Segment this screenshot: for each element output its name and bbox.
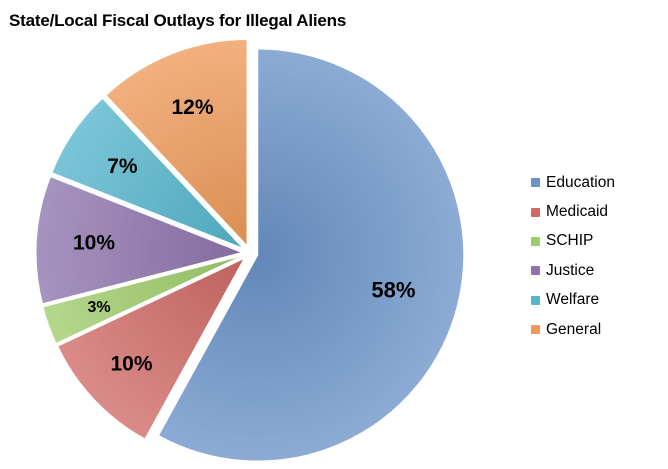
legend-swatch — [531, 266, 540, 276]
pie-slice-justice — [35, 176, 244, 305]
legend-item-justice: Justice — [531, 256, 615, 285]
slice-label-general: 12% — [171, 96, 213, 119]
legend-swatch — [531, 325, 540, 335]
slice-label-medicaid: 10% — [110, 353, 152, 376]
legend-item-schip: SCHIP — [531, 227, 615, 256]
slice-label-education: 58% — [371, 277, 415, 302]
slice-label-welfare: 7% — [107, 155, 138, 178]
legend-swatch — [531, 236, 540, 246]
pie-slice-medicaid — [57, 257, 246, 440]
legend-label: General — [546, 320, 602, 338]
slice-label-schip: 3% — [87, 299, 110, 316]
chart-legend: Education Medicaid SCHIP Justice Welfare Gene… — [531, 168, 615, 344]
legend-item-education: Education — [531, 168, 615, 197]
legend-item-welfare: Welfare — [531, 286, 615, 315]
legend-label: SCHIP — [546, 232, 594, 250]
slice-label-justice: 10% — [73, 232, 115, 255]
legend-swatch — [531, 295, 540, 305]
chart-title: State/Local Fiscal Outlays for Illegal A… — [9, 11, 347, 30]
legend-swatch — [531, 178, 540, 188]
legend-label: Medicaid — [546, 203, 609, 221]
pie-slice-general — [105, 39, 248, 247]
legend-item-general: General — [531, 315, 615, 344]
pie-slice-education — [157, 48, 465, 462]
legend-swatch — [531, 207, 540, 217]
pie-slice-schip — [42, 255, 243, 345]
legend-label: Education — [546, 173, 615, 191]
pie-slice-welfare — [51, 97, 244, 249]
legend-item-medicaid: Medicaid — [531, 197, 615, 226]
legend-label: Justice — [546, 261, 595, 279]
legend-label: Welfare — [546, 291, 600, 309]
